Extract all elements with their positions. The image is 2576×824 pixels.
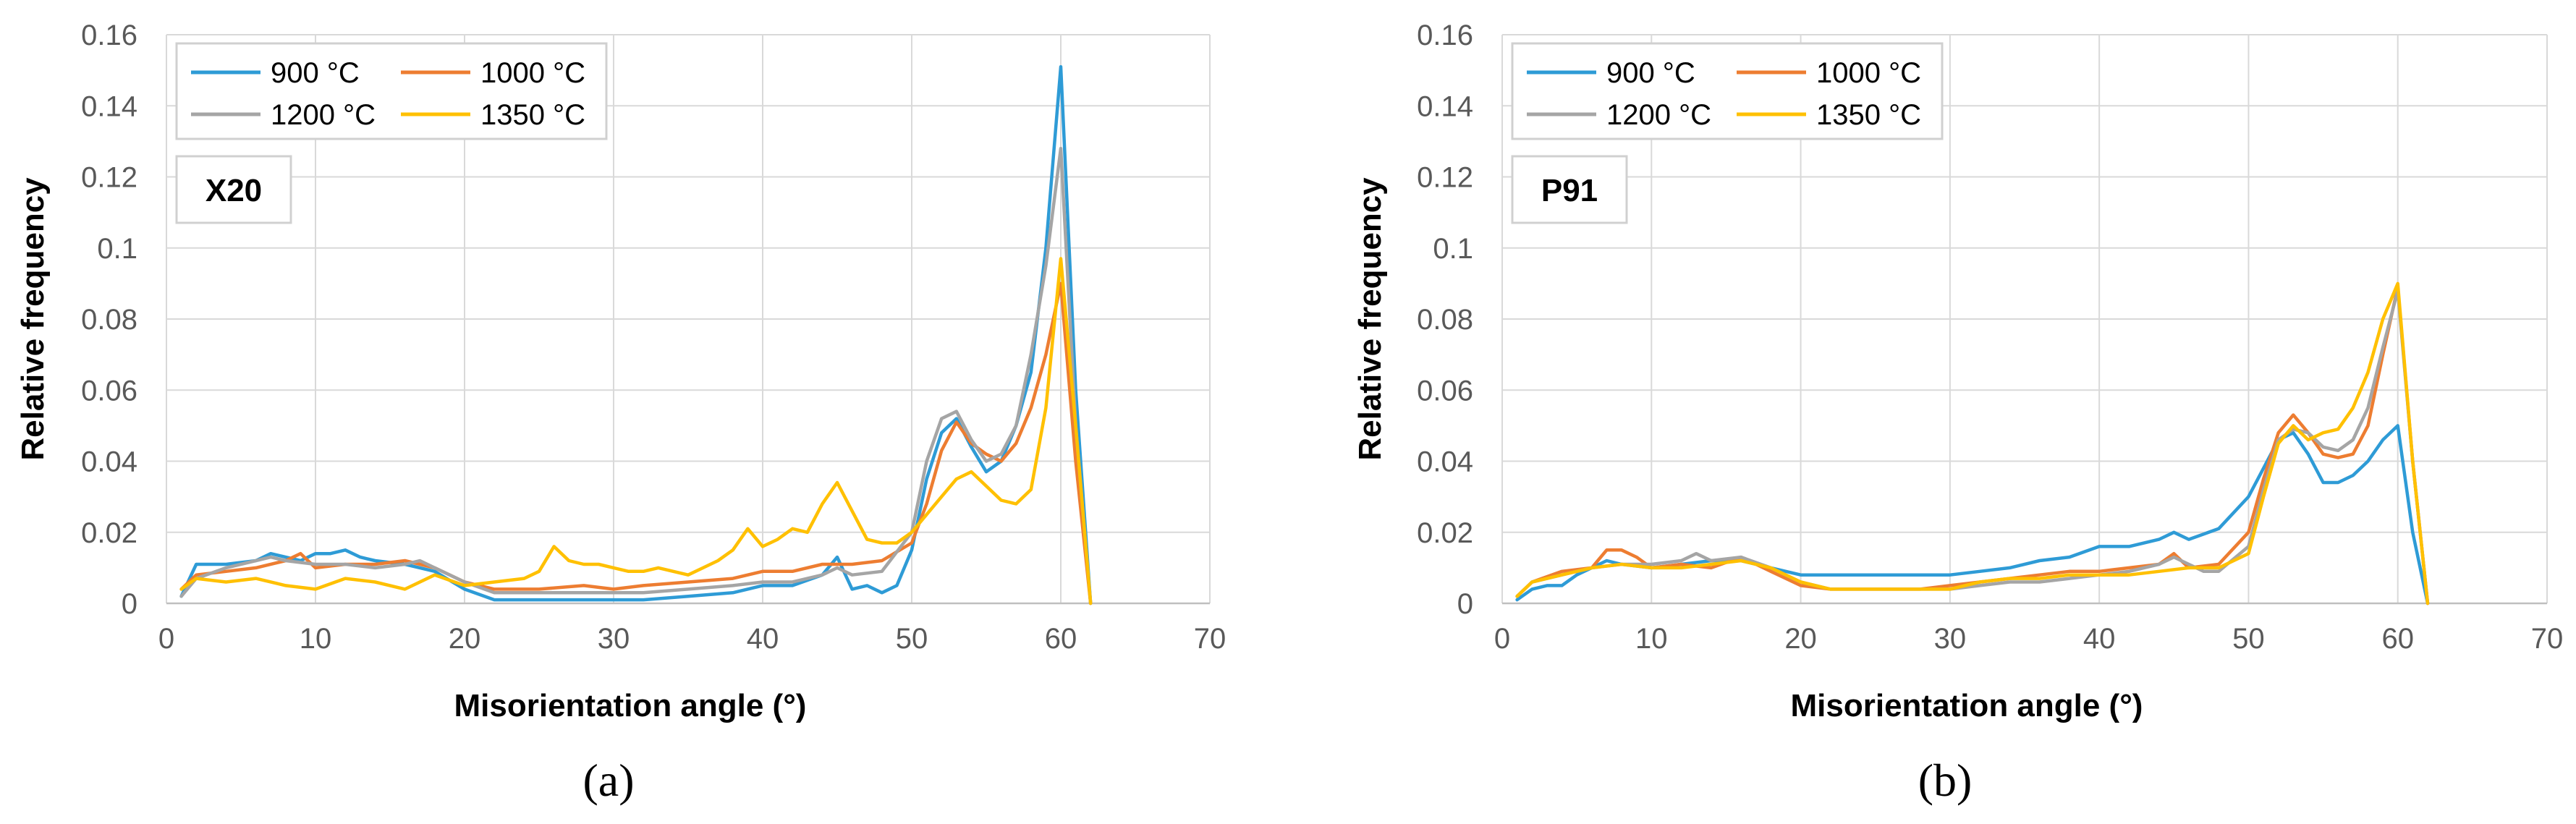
legend-label: 1000 °C (1816, 57, 1921, 89)
legend-label: 1000 °C (480, 57, 585, 89)
x-tick-label: 10 (300, 623, 332, 655)
x-tick-label: 50 (2232, 623, 2265, 655)
material-tag: P91 (1541, 173, 1598, 208)
x-tick-label: 10 (1635, 623, 1668, 655)
y-tick-label: 0.06 (81, 375, 137, 407)
y-tick-label: 0.02 (81, 517, 137, 549)
material-tag-box (175, 155, 292, 224)
x-tick-label: 0 (158, 623, 174, 655)
y-tick-label: 0 (1457, 588, 1473, 620)
series-line-1200c (179, 146, 1093, 606)
y-tick-label: 0 (122, 588, 137, 620)
x-tick-label: 20 (1784, 623, 1817, 655)
series-line-1000c (1515, 285, 2430, 606)
legend-label: 900 °C (1606, 57, 1695, 89)
legend-label: 1200 °C (1606, 99, 1711, 131)
chart-panel-a: 0 10 20 30 40 50 60 70 0 0.02 0.04 0.06 0.08 0.1 0.12 0… (15, 20, 1226, 806)
series-line-1000c (179, 281, 1093, 606)
legend-label: 1350 °C (1816, 99, 1921, 131)
x-tick-label: 20 (449, 623, 481, 655)
x-axis-title: Misorientation angle (°) (454, 688, 807, 723)
legend: 900 °C 1000 °C 1200 °C 1350 °C (1511, 42, 1944, 140)
x-tick-label: 40 (2083, 623, 2116, 655)
y-tick-label: 0.1 (1433, 233, 1473, 265)
x-tick-label: 70 (2531, 623, 2564, 655)
x-axis-title: Misorientation angle (°) (1791, 688, 2143, 723)
y-axis-title: Relative frequency (15, 177, 51, 461)
x-tick-label: 70 (1194, 623, 1226, 655)
y-tick-label: 0.12 (81, 162, 137, 194)
series-line-900c (1515, 424, 2430, 606)
y-axis-title: Relative frequency (1352, 177, 1388, 461)
material-tag: X20 (206, 173, 262, 208)
legend-label: 1350 °C (480, 99, 585, 131)
x-tick-label: 30 (1934, 623, 1967, 655)
y-tick-label: 0.14 (81, 90, 137, 122)
y-tick-label: 0.14 (1417, 90, 1473, 122)
y-tick-label: 0.16 (1417, 20, 1473, 51)
y-tick-label: 0.04 (1417, 446, 1473, 478)
x-tick-label: 0 (1494, 623, 1510, 655)
series-line-1200c (1515, 289, 2430, 606)
x-tick-label: 40 (747, 623, 779, 655)
y-tick-label: 0.02 (1417, 517, 1473, 549)
y-tick-label: 0.08 (1417, 304, 1473, 336)
chart-panel-b: 0 10 20 30 40 50 60 70 0 0.02 0.04 0.06 0.08 0.1 0.12 0… (1352, 20, 2563, 806)
legend-box (175, 42, 608, 140)
panel-caption: (a) (582, 755, 634, 806)
x-tick-label: 50 (896, 623, 928, 655)
legend-label: 900 °C (271, 57, 360, 89)
x-tick-label: 30 (598, 623, 630, 655)
series-line-900c (179, 64, 1093, 606)
y-tick-label: 0.16 (81, 20, 137, 51)
series-line-1350c (179, 257, 1093, 606)
series-line-1350c (1515, 281, 2430, 606)
y-tick-label: 0.06 (1417, 375, 1473, 407)
x-tick-label: 60 (2381, 623, 2414, 655)
y-tick-label: 0.12 (1417, 162, 1473, 194)
y-tick-label: 0.08 (81, 304, 137, 336)
legend-label: 1200 °C (271, 99, 376, 131)
legend: 900 °C 1000 °C 1200 °C 1350 °C (175, 42, 608, 140)
y-tick-label: 0.04 (81, 446, 137, 478)
legend-box (1511, 42, 1944, 140)
y-tick-label: 0.1 (97, 233, 137, 265)
material-tag-box (1511, 155, 1628, 224)
x-tick-label: 60 (1045, 623, 1077, 655)
panel-caption: (b) (1918, 755, 1973, 806)
